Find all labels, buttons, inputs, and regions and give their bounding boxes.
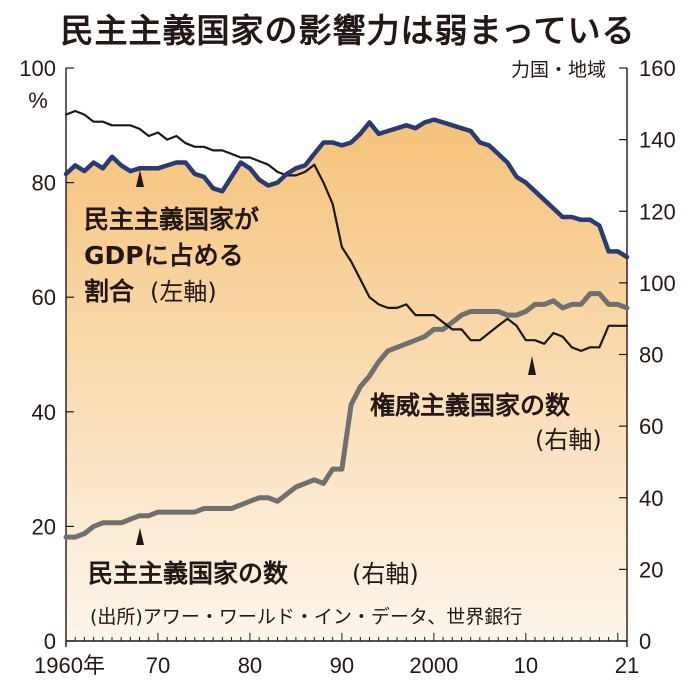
pointer-authoritarian bbox=[528, 356, 536, 375]
annotation-authoritarian-axis: (右軸) bbox=[535, 426, 602, 454]
right-tick-label: 20 bbox=[639, 557, 663, 582]
left-tick-label: 20 bbox=[32, 514, 56, 539]
x-tick-label: 21 bbox=[615, 653, 639, 678]
annotation-democracy-count: 民主主義国家の数 bbox=[88, 559, 289, 588]
right-tick-label: 160 bbox=[639, 56, 676, 81]
pointer-democracy-count bbox=[136, 528, 144, 545]
right-tick-label: 120 bbox=[639, 199, 676, 224]
left-tick-label: 80 bbox=[32, 171, 56, 196]
annotation-democracy-gdp-line2: GDPに占める bbox=[84, 241, 244, 270]
left-tick-label: 0 bbox=[44, 629, 56, 654]
right-tick-label: 0 bbox=[639, 629, 651, 654]
annotation-democracy-count-axis: (右軸) bbox=[352, 560, 419, 588]
annotation-authoritarian: 権威主義国家の数 bbox=[370, 391, 571, 420]
gdp-share-line bbox=[63, 117, 630, 260]
right-tick-label: 100 bbox=[639, 271, 676, 296]
x-tick-label: 80 bbox=[238, 653, 262, 678]
left-tick-label: 60 bbox=[32, 285, 56, 310]
right-tick-label: 140 bbox=[639, 128, 676, 153]
annotation-democracy-gdp-line3: 割合 bbox=[84, 277, 135, 306]
left-axis-unit: % bbox=[28, 88, 48, 113]
x-tick-label: 10 bbox=[514, 653, 538, 678]
right-tick-label: 60 bbox=[639, 414, 663, 439]
right-tick-label: 40 bbox=[639, 486, 663, 511]
right-axis-unit: 力国・地域 bbox=[511, 59, 606, 81]
annotation-left-axis-note: (左軸) bbox=[150, 278, 217, 306]
x-tick-label: 70 bbox=[146, 653, 170, 678]
x-tick-label: 2000 bbox=[409, 653, 458, 678]
democracy-count-line bbox=[63, 291, 630, 540]
left-tick-label: 100 bbox=[19, 56, 56, 81]
source-note: (出所)アワー・ワールド・イン・データ、世界銀行 bbox=[90, 606, 522, 628]
x-tick-label: 1960年 bbox=[34, 653, 105, 678]
x-tick-label: 90 bbox=[330, 653, 354, 678]
chart-title: 民主主義国家の影響力は弱まっている bbox=[60, 11, 636, 50]
left-tick-label: 40 bbox=[32, 400, 56, 425]
pointer-democracy-gdp bbox=[136, 170, 144, 187]
annotation-democracy-gdp-line1: 民主主義国家が bbox=[84, 205, 259, 234]
right-tick-label: 80 bbox=[639, 343, 663, 368]
authoritarian-count-line bbox=[64, 109, 629, 352]
